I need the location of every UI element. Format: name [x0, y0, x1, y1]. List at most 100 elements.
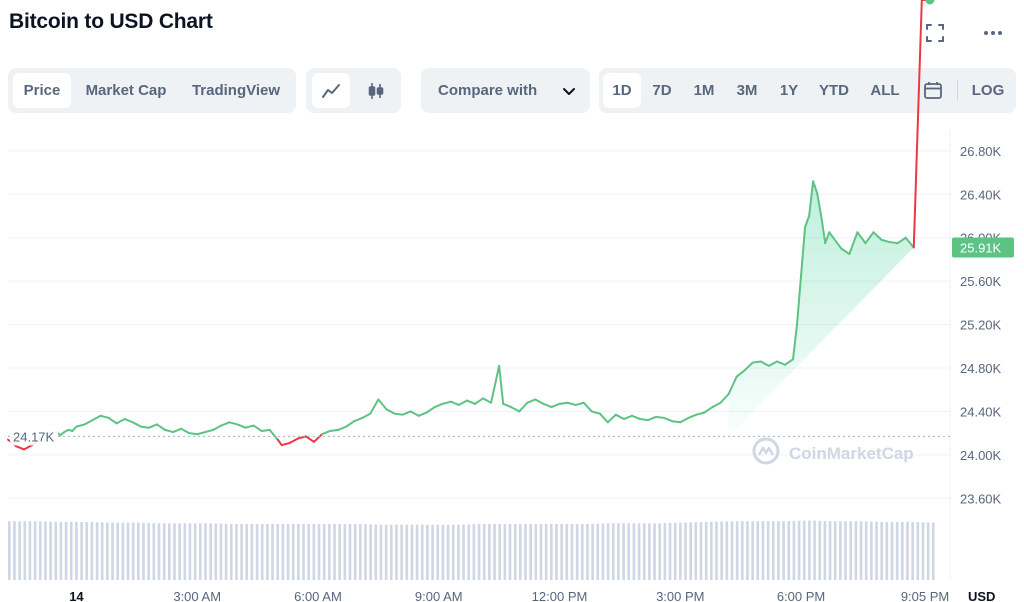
- reference-price-bg: [10, 427, 58, 446]
- expand-icon[interactable]: [924, 22, 946, 44]
- volume-bar: [415, 524, 419, 580]
- x-tick-label: 6:00 PM: [777, 589, 825, 602]
- price-segment: [83, 419, 94, 426]
- range-7d[interactable]: 7D: [652, 82, 672, 99]
- price-segment: [280, 441, 291, 447]
- price-segment: [816, 192, 823, 217]
- range-1y[interactable]: 1Y: [779, 82, 799, 99]
- price-segment: [180, 427, 191, 435]
- price-segment: [321, 429, 332, 436]
- price-segment: [441, 400, 452, 405]
- volume-bar: [137, 522, 140, 580]
- candlestick-button[interactable]: [357, 73, 395, 108]
- price-segment: [824, 231, 831, 245]
- reference-line: 24.17K: [8, 427, 950, 446]
- x-tick-label: 6:00 AM: [294, 589, 342, 602]
- volume-bar: [570, 524, 574, 580]
- price-segment: [268, 428, 279, 441]
- price-segment: [312, 433, 323, 443]
- volume-bar: [219, 523, 223, 580]
- price-segment: [15, 445, 26, 451]
- volume-bar: [302, 524, 305, 580]
- volume-bar: [240, 524, 243, 580]
- volume-bar: [13, 521, 16, 580]
- volume-bar: [544, 524, 548, 580]
- tab-tradingview[interactable]: TradingView: [191, 82, 281, 99]
- tab-price[interactable]: Price: [13, 73, 71, 108]
- volume-bar: [746, 521, 749, 580]
- price-segment: [566, 401, 577, 406]
- range-1d[interactable]: 1D: [603, 73, 641, 108]
- volume-bar: [792, 520, 796, 580]
- volume-bar: [895, 521, 899, 580]
- range-1m[interactable]: 1M: [693, 82, 715, 99]
- x-tick-label: 9:00 AM: [415, 589, 463, 602]
- volume-bar: [250, 524, 254, 580]
- volume-bar: [839, 521, 842, 580]
- volume-bar: [328, 524, 331, 580]
- price-segment: [91, 414, 102, 422]
- volume-bar: [534, 524, 538, 580]
- volume-bar: [699, 522, 703, 580]
- volume-bar: [307, 524, 310, 580]
- volume-bar: [673, 522, 677, 580]
- volume-bar: [64, 521, 68, 580]
- volume-bar: [524, 524, 527, 580]
- price-segment: [912, 0, 923, 249]
- price-segment: [812, 180, 819, 195]
- price-segment: [590, 410, 601, 415]
- more-horizontal-icon[interactable]: [982, 22, 1004, 44]
- volume-bar: [627, 523, 631, 580]
- currency-label: USD: [968, 589, 995, 602]
- volume-bar: [33, 521, 37, 580]
- volume-bar: [111, 522, 114, 580]
- x-tick-label: 9:05 PM: [901, 589, 949, 602]
- volume-bar: [756, 521, 760, 580]
- coinmarketcap-logo: [752, 437, 780, 465]
- volume-bar: [782, 521, 785, 580]
- price-segment: [622, 414, 633, 421]
- price-segment: [671, 420, 682, 424]
- volume-bar: [266, 524, 269, 580]
- y-tick-label: 24.40K: [960, 404, 1002, 419]
- price-segment: [832, 236, 843, 250]
- volume-bar: [276, 524, 280, 580]
- range-3m[interactable]: 3M: [736, 82, 758, 99]
- volume-bar: [333, 524, 336, 580]
- volume-bar: [462, 524, 465, 580]
- volume-bar: [235, 524, 238, 580]
- range-ytd[interactable]: YTD: [819, 82, 849, 99]
- volume-bar: [591, 523, 594, 580]
- price-segment: [107, 416, 118, 425]
- volume-bar: [255, 524, 259, 580]
- range-all[interactable]: ALL: [870, 82, 900, 99]
- compare-with-dropdown[interactable]: Compare with: [421, 68, 590, 113]
- x-tick-label: 12:00 PM: [532, 589, 588, 602]
- volume-bar: [224, 523, 228, 580]
- log-scale-toggle[interactable]: LOG: [971, 82, 1005, 99]
- line-chart-button[interactable]: [312, 73, 350, 108]
- price-segment: [598, 412, 609, 424]
- volume-bar: [183, 523, 187, 580]
- volume-bar: [229, 523, 233, 580]
- volume-bar: [916, 522, 920, 580]
- volume-bar: [611, 523, 615, 580]
- volume-bar: [126, 522, 130, 580]
- volume-bar: [741, 521, 744, 580]
- price-segment: [630, 414, 642, 421]
- volume-bars: [8, 520, 935, 580]
- volume-bar: [142, 522, 145, 580]
- volume-bar: [813, 520, 816, 580]
- volume-bar: [503, 524, 507, 580]
- volume-bar: [519, 524, 522, 580]
- volume-bar: [193, 523, 197, 580]
- volume-bar: [849, 521, 853, 580]
- volume-bar: [890, 521, 894, 580]
- volume-bar: [818, 520, 822, 580]
- tab-market-cap[interactable]: Market Cap: [85, 82, 167, 99]
- calendar-icon[interactable]: [923, 80, 943, 100]
- price-segment: [204, 428, 215, 434]
- time-range-selector: 1D 7D 1M 3M 1Y YTD ALL LOG: [599, 68, 1016, 113]
- volume-bar: [173, 523, 176, 580]
